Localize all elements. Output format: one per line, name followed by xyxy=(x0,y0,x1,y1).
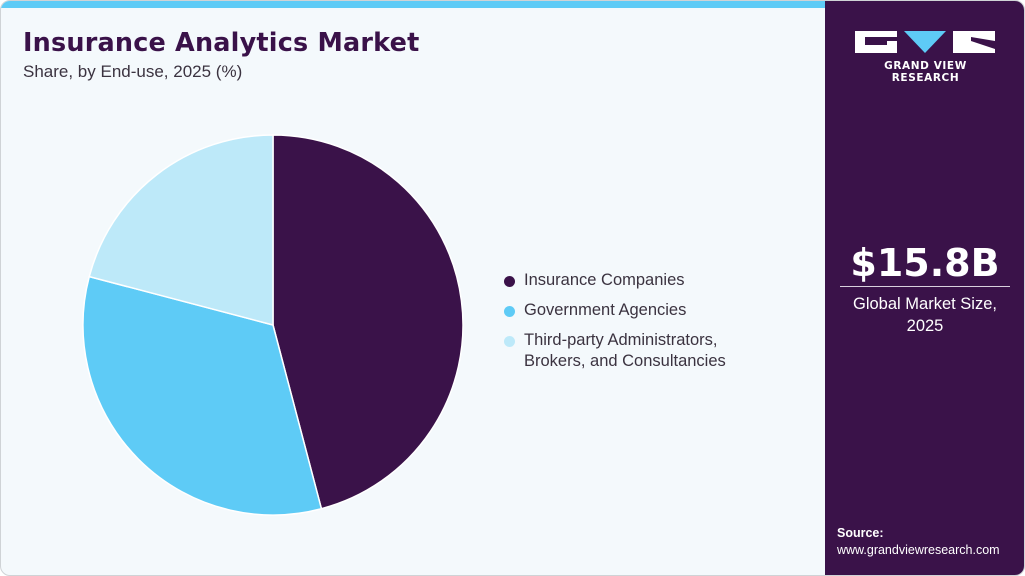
market-label-line2: 2025 xyxy=(906,317,944,335)
legend-dot-icon xyxy=(504,336,515,347)
legend-item-government-agencies: Government Agencies xyxy=(504,300,726,321)
legend-dot-icon xyxy=(504,306,515,317)
chart-legend: Insurance Companies Government Agencies … xyxy=(504,270,726,381)
pie-slice-third-party-administrators-brokers-and-consultancies xyxy=(88,134,274,326)
source-link[interactable]: www.grandviewresearch.com xyxy=(837,543,1000,557)
legend-label-line2: Brokers, and Consultancies xyxy=(524,352,726,370)
info-sidebar: GRAND VIEW RESEARCH $15.8B Global Market… xyxy=(825,1,1024,575)
market-size-label: Global Market Size, 2025 xyxy=(825,293,1024,337)
legend-item-insurance-companies: Insurance Companies xyxy=(504,270,726,291)
legend-label: Insurance Companies xyxy=(524,271,685,289)
accent-top-bar xyxy=(1,1,825,8)
legend-label: Third-party Administrators, Brokers, and… xyxy=(524,330,726,372)
pie-svg xyxy=(82,134,464,516)
source-title: Source: xyxy=(837,526,884,540)
pie-slice-government-agencies xyxy=(82,275,323,516)
legend-label-line1: Third-party Administrators, xyxy=(524,331,718,349)
legend-label: Government Agencies xyxy=(524,301,687,319)
divider xyxy=(840,286,1010,287)
chart-subtitle: Share, by End-use, 2025 (%) xyxy=(23,62,243,81)
chart-title: Insurance Analytics Market xyxy=(23,28,420,58)
logo-text: GRAND VIEW RESEARCH xyxy=(884,60,967,84)
grand-view-research-logo: GRAND VIEW RESEARCH xyxy=(853,29,998,84)
pie-slice-insurance-companies xyxy=(272,134,464,510)
market-label-line1: Global Market Size, xyxy=(853,295,997,313)
market-size-value: $15.8B xyxy=(850,241,1000,285)
legend-item-third-party-administrators: Third-party Administrators, Brokers, and… xyxy=(504,330,726,372)
legend-dot-icon xyxy=(504,276,515,287)
pie-chart xyxy=(73,125,473,525)
gvr-logo-icon xyxy=(855,31,995,53)
